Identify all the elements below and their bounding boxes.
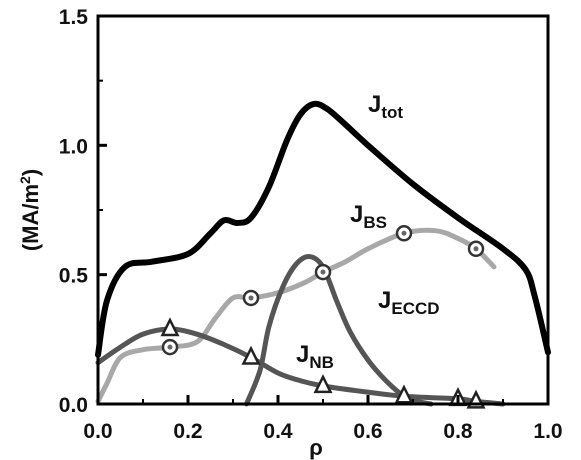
data-point-nb xyxy=(160,317,180,337)
data-point-nb xyxy=(241,345,261,365)
series-label-jbs-main: J xyxy=(350,201,363,228)
series-label-jtot: Jtot xyxy=(368,91,403,122)
x-tick-label: 0.6 xyxy=(353,420,382,443)
data-point-nb xyxy=(313,374,333,394)
series-label-jbs: JBS xyxy=(350,201,387,232)
x-tick-label: 0.2 xyxy=(173,420,202,443)
x-tick-label: 0.8 xyxy=(443,420,473,443)
series-line-nb xyxy=(95,326,506,407)
y-tick-label: 1.0 xyxy=(59,135,88,158)
y-tick-label: 1.5 xyxy=(59,6,89,29)
data-point-dot xyxy=(248,295,254,301)
y-axis-label-close: ) xyxy=(18,169,43,176)
series-label-jeccd-sub: ECCD xyxy=(391,299,439,318)
data-point-dot xyxy=(401,230,407,236)
y-axis-label-main: (MA/m xyxy=(18,184,43,251)
data-point-dot xyxy=(167,344,173,350)
x-tick-label: 0.0 xyxy=(83,420,112,443)
series-line-eccd xyxy=(244,254,434,407)
series-label-jbs-sub: BS xyxy=(363,213,387,232)
y-tick-label: 0.5 xyxy=(59,265,89,288)
series-line-tot xyxy=(95,100,551,358)
y-tick-label: 0.0 xyxy=(59,394,88,417)
x-tick-label: 0.4 xyxy=(263,420,293,443)
series-label-jeccd: JECCD xyxy=(378,287,440,318)
plot-lines xyxy=(95,100,551,407)
data-point-dot xyxy=(320,269,326,275)
series-label-jnb: JNB xyxy=(296,341,334,372)
series-label-jtot-main: J xyxy=(368,91,381,118)
x-tick-label: 1.0 xyxy=(533,420,562,443)
y-axis-label: (MA/m2) xyxy=(17,169,43,251)
series-label-jnb-main: J xyxy=(296,341,309,368)
x-axis-label: ρ xyxy=(309,435,323,460)
data-point-dot xyxy=(473,246,479,252)
series-label-jtot-sub: tot xyxy=(381,103,403,122)
series-label-jeccd-main: J xyxy=(378,287,391,314)
data-point-nb xyxy=(394,384,414,404)
axis-ticks: 0.0 0.2 0.4 0.6 0.8 1.0 0.0 0.5 1.0 1.5 xyxy=(59,6,563,443)
series-label-jnb-sub: NB xyxy=(309,353,334,372)
y-axis-label-sup: 2 xyxy=(17,176,33,184)
